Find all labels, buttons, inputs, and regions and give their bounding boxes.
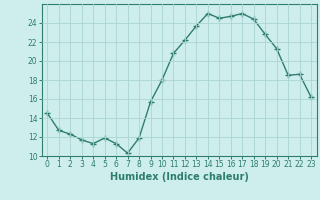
- X-axis label: Humidex (Indice chaleur): Humidex (Indice chaleur): [110, 172, 249, 182]
